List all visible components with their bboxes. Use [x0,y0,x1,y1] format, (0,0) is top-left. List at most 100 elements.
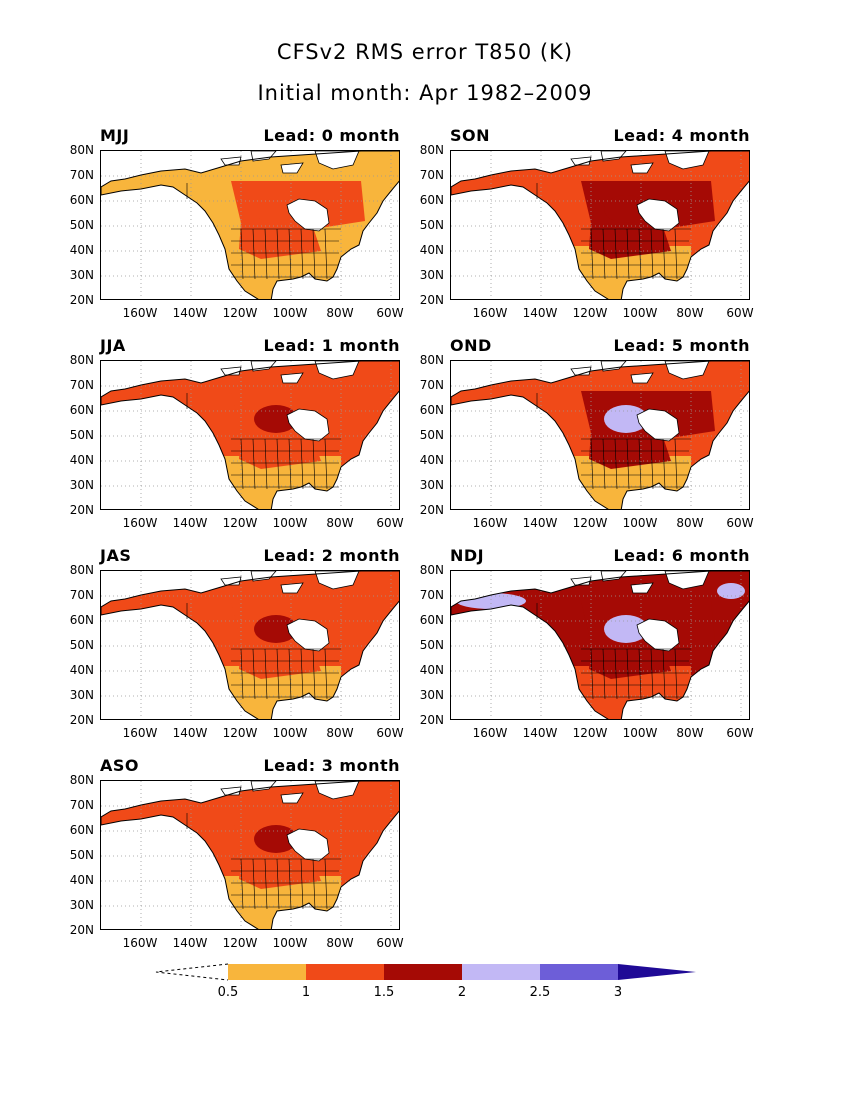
lon-label: 100W [622,516,658,530]
lat-label: 70N [69,378,94,392]
lon-label: 140W [172,936,208,950]
lon-label: 80W [326,306,354,320]
colorbar-tick-label: 1 [301,985,311,1000]
lon-label: 160W [122,306,158,320]
lat-label: 50N [69,428,94,442]
colorbar-bin-3 [462,964,540,980]
land-field [101,781,399,929]
lat-label: 20N [419,503,444,517]
lat-label: 20N [69,923,94,937]
land-field [101,571,399,719]
lat-label: 30N [69,268,94,282]
map-panel-ndj: NDJ Lead: 6 month 80N 70N 60N 50N 40N 30N 20N 160… [420,546,754,740]
lat-label: 20N [69,713,94,727]
lon-label: 120W [222,936,258,950]
lat-label: 80N [419,563,444,577]
lat-label: 70N [69,168,94,182]
colorbar-tick-label: 0.5 [217,985,239,1000]
lat-label: 70N [69,588,94,602]
lat-label: 60N [69,613,94,627]
rms-error-map [451,361,749,509]
land-field [451,361,749,509]
lon-label: 60W [376,936,404,950]
coastline [451,571,749,719]
lat-label: 40N [69,243,94,257]
lat-label: 70N [419,378,444,392]
rms-error-map [101,151,399,299]
lon-label: 160W [122,936,158,950]
land-field [101,361,399,509]
lat-label: 80N [69,773,94,787]
lon-label: 100W [272,726,308,740]
lat-label: 30N [419,478,444,492]
graticule [101,151,399,299]
lat-label: 80N [419,353,444,367]
lead-label: Lead: 5 month [613,336,750,355]
coastline [451,151,749,299]
lon-label: 60W [376,726,404,740]
arctic-water-1 [280,792,304,804]
arctic-water-1 [280,582,304,594]
lat-label: 40N [69,873,94,887]
map-panel-ond: OND Lead: 5 month 80N 70N 60N 50N 40N 30N 20N 160… [420,336,754,530]
season-label: OND [450,336,492,355]
map-panel-jas: JAS Lead: 2 month 80N 70N 60N 50N 40N 30N 20N 160… [70,546,404,740]
map-panel-son: SON Lead: 4 month 80N 70N 60N 50N 40N 30N 20N 160… [420,126,754,320]
lat-label: 50N [419,638,444,652]
map-frame [100,150,400,300]
colorbar-under-triangle [155,963,229,981]
state-borders [536,183,691,280]
lat-label: 60N [419,193,444,207]
state-borders [536,603,691,700]
colorbar-tick-label: 2 [457,985,467,1000]
lat-label: 80N [69,143,94,157]
hudson-bay [636,618,680,652]
arctic-water-2 [664,571,710,590]
lat-label: 80N [69,563,94,577]
lon-label: 60W [726,516,754,530]
rms-error-map [101,781,399,929]
arctic-water-2 [314,361,360,380]
arctic-water-2 [314,151,360,170]
lat-label: 60N [69,193,94,207]
coastline [451,361,749,509]
lon-label: 160W [122,516,158,530]
hudson-bay [286,618,330,652]
hudson-bay [636,408,680,442]
hudson-bay [286,828,330,862]
figure-title: CFSv2 RMS error T850 (K) [276,40,574,64]
arctic-water-1 [630,162,654,174]
lat-label: 40N [419,453,444,467]
map-panel-mjj: MJJ Lead: 0 month 80N 70N 60N 50N 40N 30N 20N 160… [70,126,404,320]
arctic-water-1 [280,162,304,174]
rms-error-map [101,361,399,509]
map-frame [450,360,750,510]
lat-label: 60N [419,613,444,627]
colorbar-bin-5 [618,964,696,980]
season-label: SON [450,126,491,145]
lon-label: 120W [222,726,258,740]
state-borders [536,393,691,490]
arctic-water-1 [630,372,654,384]
arctic-water-2 [314,781,360,800]
lat-label: 40N [69,453,94,467]
colorbar-bin-4 [540,964,618,980]
lat-label: 50N [69,218,94,232]
lat-label: 70N [419,588,444,602]
coastline [101,361,399,509]
map-frame [100,570,400,720]
colorbar-bin-0 [228,964,306,980]
map-frame [100,360,400,510]
map-frame [100,780,400,930]
lon-label: 140W [172,726,208,740]
lat-label: 50N [69,638,94,652]
lon-label: 140W [522,306,558,320]
lon-label: 80W [326,726,354,740]
lon-label: 140W [172,306,208,320]
coastline [101,151,399,299]
state-borders [186,603,341,700]
lon-label: 120W [572,516,608,530]
lead-label: Lead: 3 month [263,756,400,775]
lon-label: 60W [376,516,404,530]
lon-label: 160W [472,726,508,740]
